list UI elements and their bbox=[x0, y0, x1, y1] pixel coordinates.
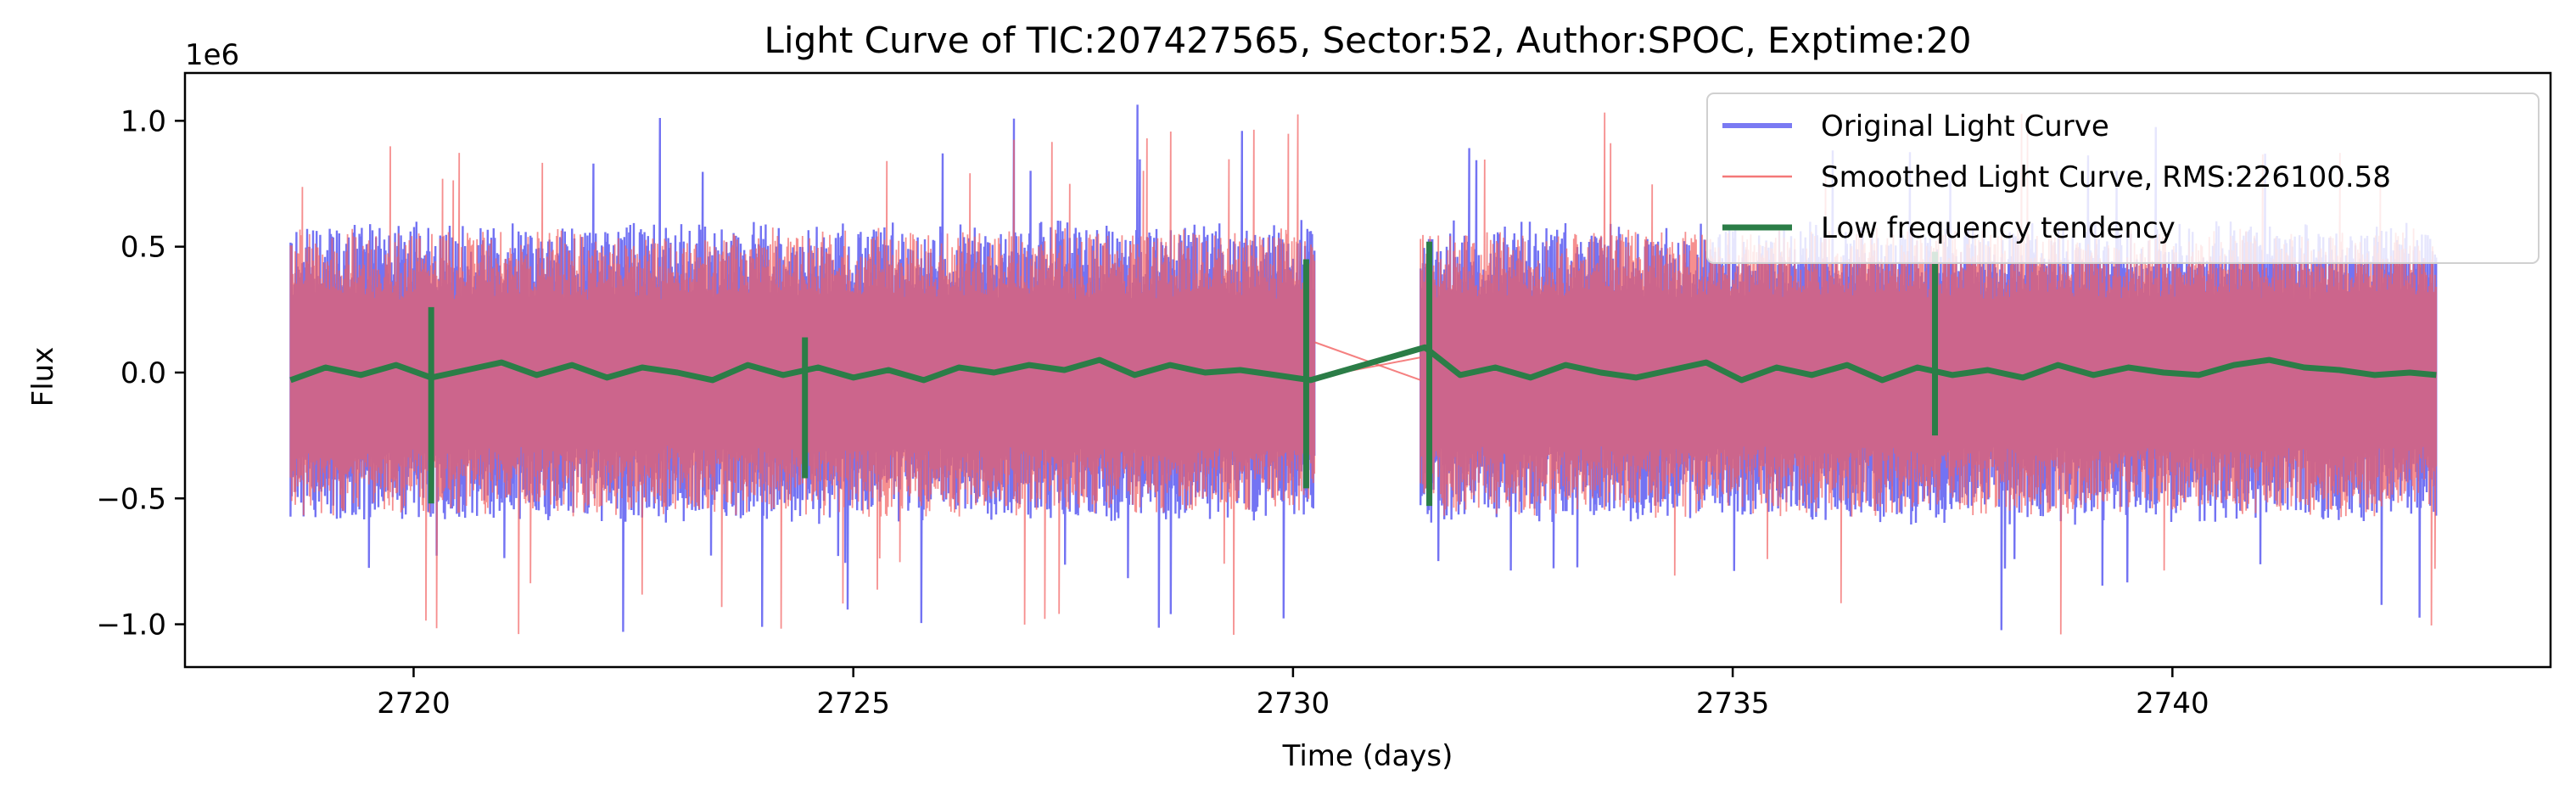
legend: Original Light Curve Smoothed Light Curve… bbox=[1706, 93, 2540, 264]
x-tick-label: 2735 bbox=[1696, 687, 1770, 721]
x-tick-label: 2725 bbox=[816, 687, 890, 721]
axes-layer: 2720 2725 2730 2735 2740 −1.0 −0.5 0.0 0.5 1.0 bbox=[96, 71, 2552, 721]
y-tick-label: 0.0 bbox=[120, 356, 166, 390]
y-tick-label: −0.5 bbox=[96, 482, 166, 516]
legend-label: Smoothed Light Curve, RMS:226100.58 bbox=[1821, 160, 2391, 194]
y-axis-label: Flux bbox=[26, 347, 60, 407]
y-tick-label: 1.0 bbox=[120, 104, 166, 138]
plot-frame bbox=[183, 71, 2552, 669]
y-tick-label: 0.5 bbox=[120, 231, 166, 265]
low-frequency-tendency-line bbox=[289, 344, 2437, 384]
legend-label: Original Light Curve bbox=[1821, 109, 2109, 143]
y-tick-label: −1.0 bbox=[96, 609, 166, 642]
y-offset-label: 1e6 bbox=[185, 38, 239, 72]
legend-box bbox=[1706, 93, 2540, 264]
legend-label: Low frequency tendency bbox=[1821, 211, 2176, 245]
x-tick-label: 2730 bbox=[1257, 687, 1330, 721]
x-tick-label: 2740 bbox=[2136, 687, 2209, 721]
x-tick-label: 2720 bbox=[377, 687, 451, 721]
series-layer bbox=[289, 104, 2438, 636]
chart-title: Light Curve of TIC:207427565, Sector:52,… bbox=[764, 20, 1972, 61]
x-axis-label: Time (days) bbox=[1282, 739, 1453, 773]
